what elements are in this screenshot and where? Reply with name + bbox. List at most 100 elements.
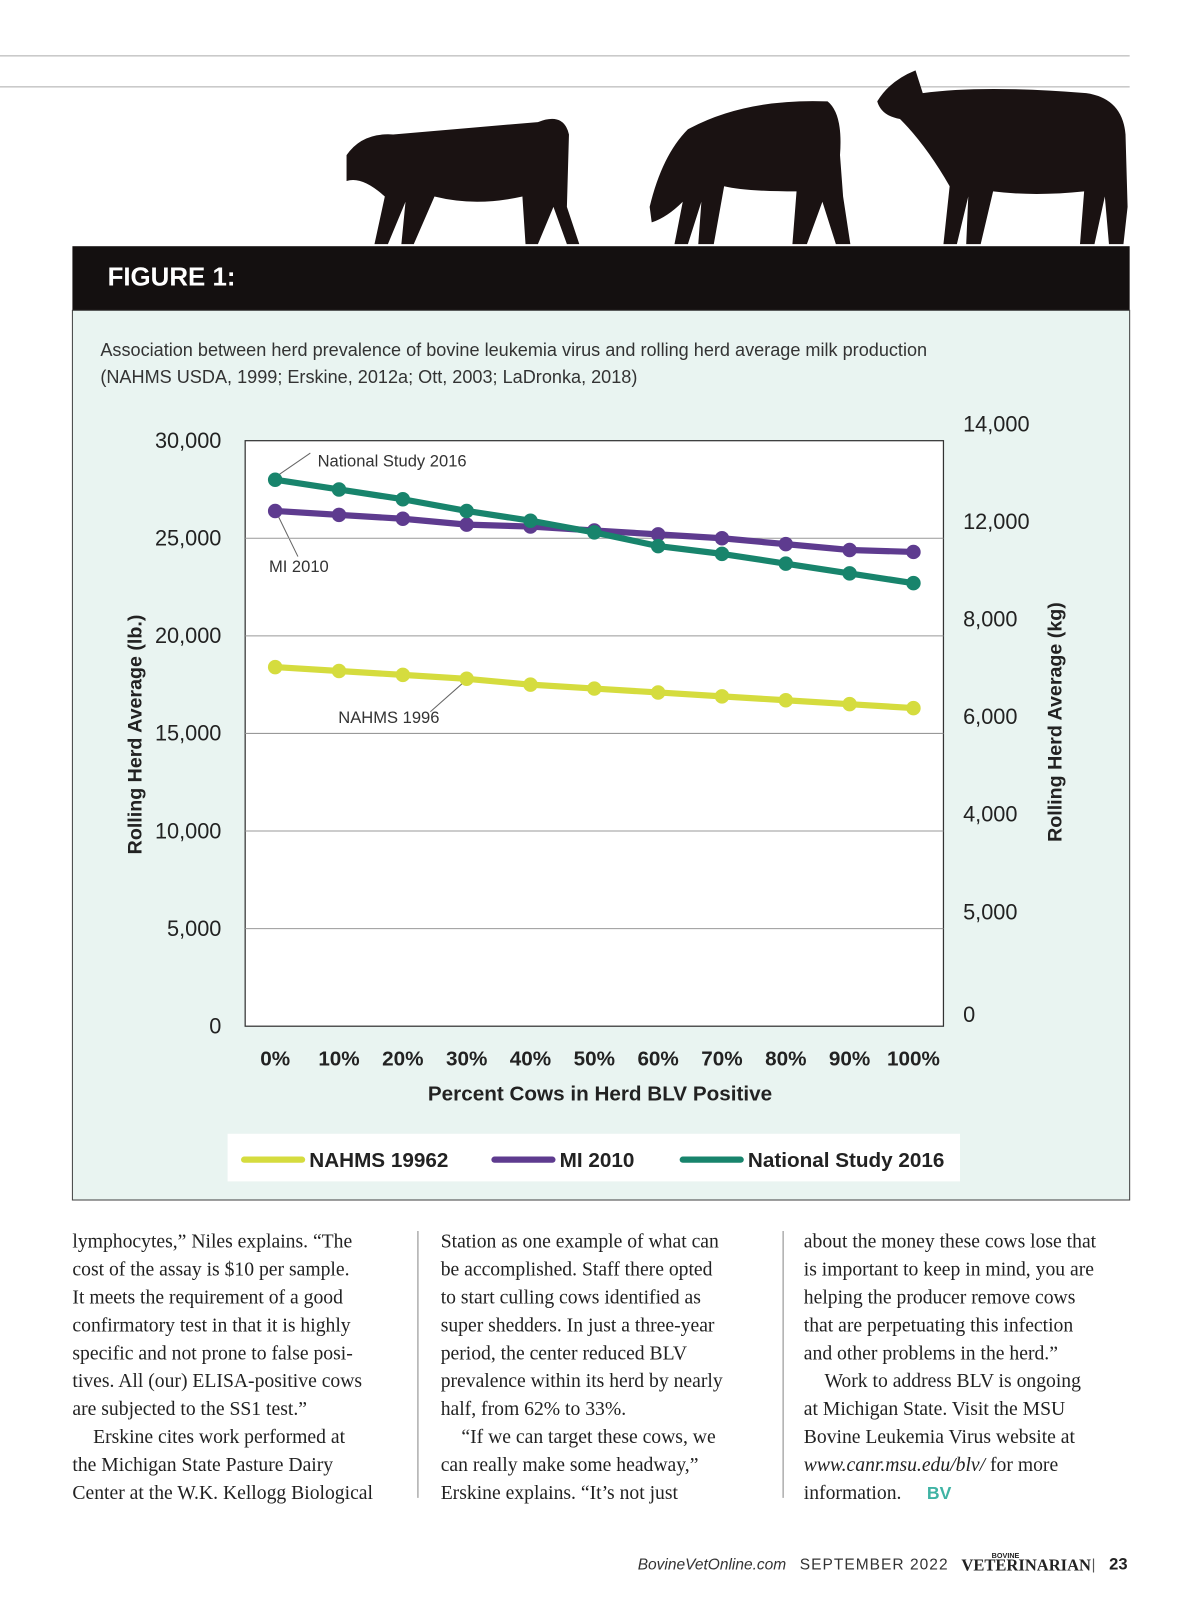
body-line: are subjected to the SS1 test.” [72, 1398, 307, 1420]
data-point [842, 696, 857, 712]
body-line: super shedders. In just a three-year [441, 1314, 715, 1336]
data-point [714, 546, 730, 562]
annotation: NAHMS 1996 [338, 708, 439, 727]
body-line: confirmatory test in that it is highly [72, 1314, 350, 1336]
body-line: tives. All (our) ELISA-positive cows [72, 1370, 362, 1392]
page-number: 23 [1109, 1554, 1127, 1573]
data-point [267, 659, 283, 675]
caption-line: Association between herd prevalence of b… [100, 340, 927, 360]
body-line: “If we can target these cows, we [461, 1426, 716, 1448]
url: www.canr.msu.edu/blv/ [804, 1454, 987, 1476]
x-tick-label: 10% [318, 1048, 359, 1071]
data-point [842, 542, 857, 558]
body-line: can really make some headway,” [441, 1454, 699, 1476]
x-tick-label: 70% [701, 1048, 742, 1071]
y2-tick-label: 4,000 [963, 802, 1017, 827]
y-tick-label: 0 [209, 1013, 221, 1038]
data-point [587, 525, 602, 540]
body-line: Work to address BLV is ongoing [824, 1370, 1081, 1392]
body-line: Station as one example of what can [441, 1231, 719, 1253]
data-point [331, 507, 347, 523]
x-tick-label: 90% [829, 1048, 870, 1071]
body-line: specific and not prone to false posi- [72, 1342, 352, 1364]
x-tick-label: 40% [510, 1048, 551, 1071]
legend-label: NAHMS 19962 [309, 1149, 448, 1172]
data-point [459, 517, 474, 532]
body-line: that are perpetuating this infection [804, 1314, 1074, 1336]
footer-date: SEPTEMBER 2022 [800, 1556, 949, 1573]
legend-box [227, 1133, 961, 1182]
data-point [395, 492, 411, 507]
data-point [650, 538, 666, 554]
x-tick-label: 100% [887, 1048, 940, 1071]
data-point [906, 575, 921, 591]
y2-tick-label: 6,000 [963, 704, 1017, 729]
annotation-leader [276, 513, 299, 557]
body-line: www.canr.msu.edu/blv/ for more [804, 1454, 1059, 1476]
body-line: to start culling cows identified as [441, 1286, 701, 1308]
x-tick-label: 30% [446, 1048, 487, 1071]
y2-tick-label: 14,000 [963, 411, 1029, 436]
logo-small: BOVINE [992, 1551, 1020, 1560]
caption-line: (NAHMS USDA, 1999; Erskine, 2012a; Ott, … [100, 367, 637, 387]
data-point [842, 566, 857, 581]
data-point [587, 681, 602, 696]
annotation: National Study 2016 [318, 452, 467, 471]
data-point [459, 671, 474, 687]
x-tick-label: 80% [765, 1048, 806, 1071]
data-point [395, 667, 411, 683]
body-line: Bovine Leukemia Virus website at [804, 1426, 1076, 1448]
data-point [331, 663, 347, 679]
y2-tick-label: 0 [963, 1002, 975, 1027]
body-line: helping the producer remove cows [804, 1286, 1076, 1308]
data-point [459, 503, 474, 519]
data-point [395, 511, 411, 526]
y2-tick-label: 8,000 [963, 607, 1017, 632]
annotation-leader [430, 680, 466, 713]
y2-tick-label: 5,000 [963, 899, 1017, 924]
data-point [778, 693, 794, 708]
footer-site: BovineVetOnline.com [638, 1556, 787, 1573]
annotation-leader [276, 452, 311, 477]
legend-label: National Study 2016 [748, 1149, 944, 1172]
body-text: for more [985, 1454, 1058, 1476]
y-tick-label: 5,000 [167, 916, 221, 941]
y-tick-label: 10,000 [155, 818, 221, 843]
legend-label: MI 2010 [560, 1149, 635, 1172]
y2-tick-label: 12,000 [963, 509, 1029, 534]
body-line: period, the center reduced BLV [441, 1342, 687, 1364]
body-line: at Michigan State. Visit the MSU [804, 1398, 1065, 1420]
logo: VETERINARIAN [961, 1555, 1091, 1574]
data-point [906, 544, 921, 560]
body-line: about the money these cows lose that [804, 1231, 1097, 1253]
data-point [331, 482, 347, 497]
body-line: the Michigan State Pasture Dairy [72, 1454, 333, 1476]
body-line: Center at the W.K. Kellogg Biological [72, 1482, 373, 1504]
end-mark: BV [927, 1483, 952, 1503]
body-line: It meets the requirement of a good [72, 1286, 343, 1308]
y-tick-label: 25,000 [155, 526, 221, 551]
y2-axis-title: Rolling Herd Average (kg) [1044, 602, 1066, 842]
data-point [267, 472, 283, 487]
body-line: cost of the assay is $10 per sample. [72, 1259, 349, 1281]
data-point [778, 536, 794, 552]
data-point [650, 527, 666, 542]
y-tick-label: 20,000 [155, 623, 221, 648]
data-point [778, 556, 794, 571]
body-line: half, from 62% to 33%. [441, 1398, 626, 1420]
x-tick-label: 0% [260, 1048, 290, 1071]
x-tick-label: 60% [637, 1048, 678, 1071]
footer-separator: | [1092, 1557, 1096, 1573]
data-point [650, 685, 666, 700]
figure-header-bar [72, 246, 1130, 311]
figure-label: FIGURE 1: [108, 264, 236, 292]
body-line: be accomplished. Staff there opted [441, 1259, 713, 1281]
x-tick-label: 50% [574, 1048, 615, 1071]
body-line: lymphocytes,” Niles explains. “The [72, 1231, 352, 1253]
data-point [523, 513, 538, 528]
x-axis-title: Percent Cows in Herd BLV Positive [428, 1083, 772, 1106]
body-line: prevalence within its herd by nearly [441, 1370, 723, 1392]
annotation: MI 2010 [269, 557, 329, 576]
data-point [906, 700, 921, 716]
